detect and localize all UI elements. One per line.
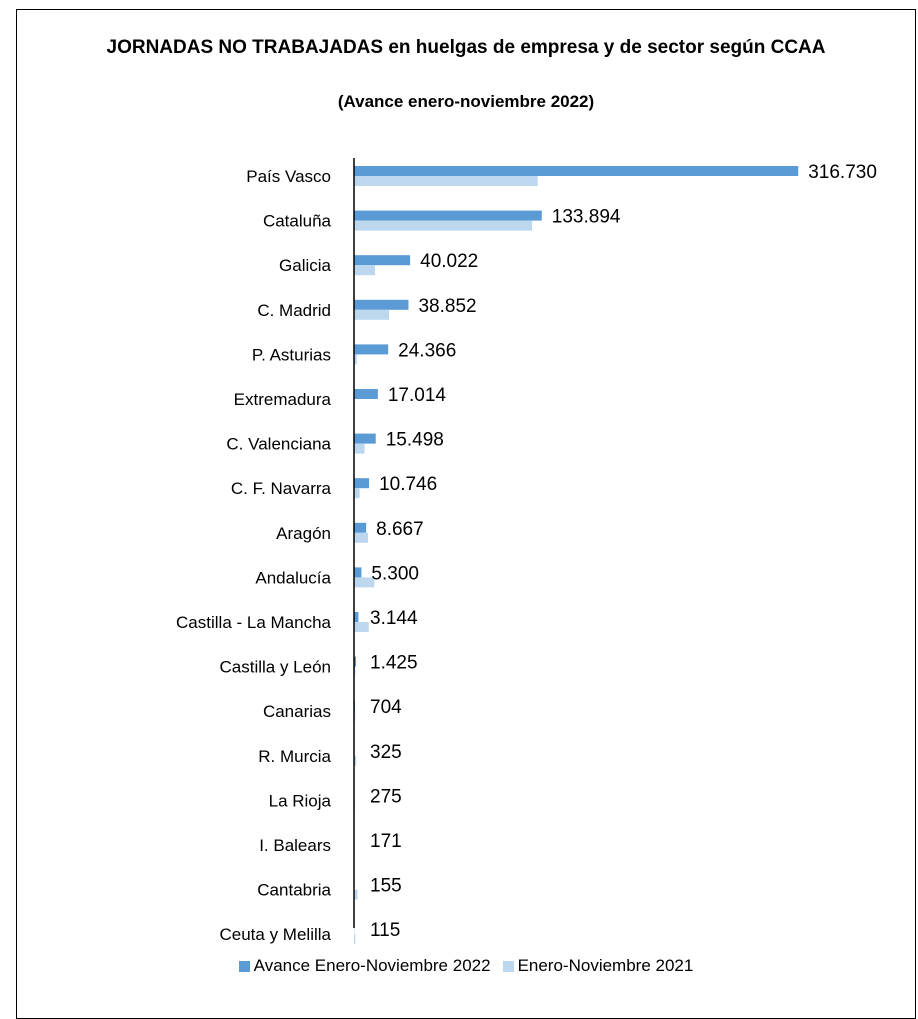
bar-2022 [354,522,367,533]
bar-2021 [354,488,360,499]
bar-2022 [354,299,409,310]
bar-2021 [354,889,358,900]
legend-item-2021: Enero-Noviembre 2021 [502,956,694,976]
data-label: 3.144 [370,608,418,629]
category-label: Castilla y León [219,658,331,677]
data-label: 325 [370,742,402,763]
category-label: C. Valenciana [226,435,331,454]
chart-title: JORNADAS NO TRABAJADAS en huelgas de emp… [106,37,826,58]
data-label: 704 [370,697,402,718]
data-label: 275 [370,786,402,807]
category-label: Aragón [276,524,331,543]
category-label: Ceuta y Melilla [220,925,332,944]
data-label: 171 [370,831,402,852]
legend-label-2021: Enero-Noviembre 2021 [517,956,694,975]
legend-item-2022: Avance Enero-Noviembre 2022 [238,956,491,976]
category-label: P. Asturias [252,345,331,364]
bar-2021 [354,220,533,231]
category-label: C. F. Navarra [231,479,332,498]
category-label: País Vasco [246,167,331,186]
chart-subtitle: (Avance enero-noviembre 2022) [337,92,595,111]
bar-2021 [354,354,357,365]
data-label: 24.366 [398,340,456,361]
data-label: 17.014 [388,385,447,406]
category-label: Castilla - La Mancha [176,613,332,632]
data-label: 10.746 [379,474,437,495]
bar-2022 [354,433,376,444]
data-label: 40.022 [420,251,478,272]
bar-2021 [354,443,365,454]
data-label: 15.498 [386,430,444,451]
bar-2022 [354,567,362,578]
legend-label-2022: Avance Enero-Noviembre 2022 [253,956,491,975]
category-label: R. Murcia [258,747,331,766]
category-label: Canarias [263,702,331,721]
data-label: 8.667 [376,519,424,540]
bar-2021 [354,622,369,632]
category-label: Galicia [279,256,332,275]
category-label: Extremadura [234,390,332,409]
bar-2022 [354,389,378,399]
data-label: 38.852 [418,296,476,317]
bar-2022 [354,166,799,176]
bar-2021 [354,309,390,320]
legend: Avance Enero-Noviembre 2022 Enero-Noviem… [16,956,916,976]
category-label: Cantabria [257,881,331,900]
bar-2022 [354,344,389,355]
data-label: 155 [370,876,402,897]
data-label: 316.730 [808,162,877,183]
data-label: 1.425 [370,653,418,674]
bar-2022 [354,478,370,489]
category-label: Cataluña [263,212,332,231]
legend-swatch-2021 [502,960,514,972]
bar-2021 [354,176,538,186]
bar-2021 [354,755,357,766]
bar-2021 [354,577,375,588]
bar-2022 [354,612,359,622]
data-label: 133.894 [552,207,621,228]
bar-2021 [354,934,356,945]
category-label: Andalucía [255,568,331,587]
bar-2022 [354,656,356,667]
data-label: 5.300 [371,563,419,584]
data-label: 115 [370,920,400,941]
bar-2021 [354,532,369,543]
bar-2021 [354,265,376,276]
bar-2022 [354,255,411,266]
legend-swatch-2022 [238,960,250,972]
category-label: C. Madrid [257,301,331,320]
category-label: I. Balears [259,836,331,855]
category-label: La Rioja [269,791,332,810]
bar-2022 [354,210,542,221]
